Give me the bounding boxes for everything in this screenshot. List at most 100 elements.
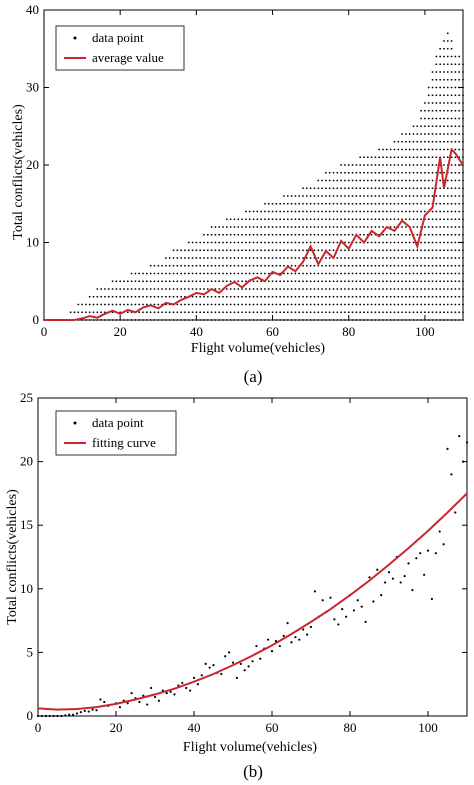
panel-a-data-point	[286, 295, 289, 298]
panel-a-data-point	[294, 295, 297, 298]
panel-a-data-point	[172, 311, 175, 314]
panel-a-data-point	[385, 187, 388, 190]
panel-a-data-point	[401, 264, 403, 267]
panel-a-data-point	[385, 272, 388, 275]
panel-a-data-point	[172, 295, 175, 298]
panel-a-data-point	[378, 272, 381, 275]
panel-a-data-point	[439, 140, 442, 143]
panel-a-data-point	[389, 233, 392, 236]
panel-a-data-point	[184, 264, 186, 267]
panel-a-data-point	[424, 202, 426, 205]
panel-a-data-point	[260, 249, 263, 252]
panel-a-data-point	[210, 226, 213, 228]
panel-a-data-point	[218, 272, 221, 275]
panel-a-data-point	[378, 288, 381, 290]
panel-a-data-point	[248, 210, 251, 213]
panel-a-data-point	[427, 156, 430, 159]
panel-a-data-point	[286, 280, 289, 283]
panel-a-data-point	[389, 319, 392, 321]
panel-a-data-point	[317, 280, 320, 283]
panel-a-data-point	[298, 272, 301, 275]
panel-a-data-point	[187, 280, 190, 283]
panel-a-data-point	[412, 280, 415, 283]
panel-a-xtick-label: 60	[266, 324, 279, 339]
panel-a-data-point	[279, 264, 282, 267]
panel-a-data-point	[424, 125, 426, 128]
panel-a-data-point	[446, 195, 449, 197]
panel-a-data-point	[416, 264, 419, 267]
panel-a-data-point	[180, 303, 183, 306]
panel-a-data-point	[161, 272, 163, 275]
panel-a-data-point	[161, 288, 163, 290]
panel-a-data-point	[302, 226, 304, 228]
panel-a-data-point	[260, 295, 263, 298]
panel-b-data-point	[309, 625, 313, 629]
panel-a-data-point	[439, 133, 442, 135]
panel-a-data-point	[382, 280, 384, 283]
panel-b-data-point	[196, 683, 199, 686]
panel-a-data-point	[233, 288, 236, 290]
panel-a-data-point	[305, 319, 308, 321]
panel-a-data-point	[454, 249, 457, 252]
panel-b-data-point	[302, 628, 305, 631]
panel-a-data-point	[149, 264, 152, 267]
panel-a-data-point	[248, 226, 251, 228]
panel-a-data-point	[427, 179, 430, 182]
panel-a-data-point	[191, 303, 194, 306]
panel-a-data-point	[435, 257, 438, 259]
panel-a-data-point	[244, 280, 247, 283]
panel-a-data-point	[366, 280, 369, 283]
panel-a-data-point	[443, 125, 445, 128]
panel-a-data-point	[210, 233, 213, 236]
panel-b-data-point	[173, 693, 176, 696]
panel-a-data-point	[164, 319, 167, 321]
panel-a-data-point	[275, 303, 278, 306]
panel-a-data-point	[363, 171, 365, 174]
panel-a-data-point	[107, 319, 110, 321]
panel-a-data-point	[462, 210, 464, 213]
panel-a-data-point	[206, 280, 209, 283]
panel-a-legend-line-label: average value	[92, 50, 164, 65]
panel-b-data-point	[399, 581, 402, 584]
panel-a-data-point	[229, 272, 232, 275]
panel-a-data-point	[260, 280, 263, 283]
panel-a-data-point	[427, 117, 430, 120]
panel-a-data-point	[294, 202, 297, 205]
panel-b-data-point	[411, 588, 414, 592]
panel-b-data-point	[282, 634, 285, 637]
panel-a-data-point	[328, 226, 331, 228]
panel-a-data-point	[130, 288, 133, 290]
panel-a-data-point	[366, 171, 369, 174]
panel-a-data-point	[283, 319, 285, 321]
panel-a-data-point	[328, 280, 331, 283]
panel-a-data-point	[149, 288, 152, 290]
panel-a-data-point	[397, 171, 400, 174]
panel-a-data-point	[210, 241, 213, 244]
panel-a-data-point	[454, 63, 457, 66]
panel-a-data-point	[111, 295, 114, 298]
panel-a-data-point	[309, 218, 312, 221]
panel-a-data-point	[412, 272, 415, 275]
panel-a-data-point	[153, 264, 156, 267]
panel-a-data-point	[370, 303, 373, 306]
panel-b-data-point	[270, 650, 274, 653]
panel-b-data-point	[185, 686, 188, 690]
panel-a-data-point	[283, 311, 285, 314]
panel-a-data-point	[172, 288, 175, 290]
panel-b-data-point	[79, 711, 82, 714]
panel-a-data-point	[431, 86, 434, 89]
panel-a-data-point	[427, 280, 430, 283]
panel-a-data-point	[351, 218, 354, 221]
panel-a-data-point	[389, 164, 392, 166]
panel-a-data-point	[218, 319, 221, 321]
panel-a-data-point	[283, 272, 285, 275]
panel-a-data-point	[286, 311, 289, 314]
panel-a-data-point	[290, 280, 293, 283]
panel-a-data-point	[397, 233, 400, 236]
panel-a-data-point	[168, 257, 171, 259]
panel-a-data-point	[401, 140, 403, 143]
panel-a-data-point	[385, 171, 388, 174]
panel-a-data-point	[450, 171, 453, 174]
panel-a-data-point	[222, 241, 224, 244]
panel-a-data-point	[454, 264, 457, 267]
